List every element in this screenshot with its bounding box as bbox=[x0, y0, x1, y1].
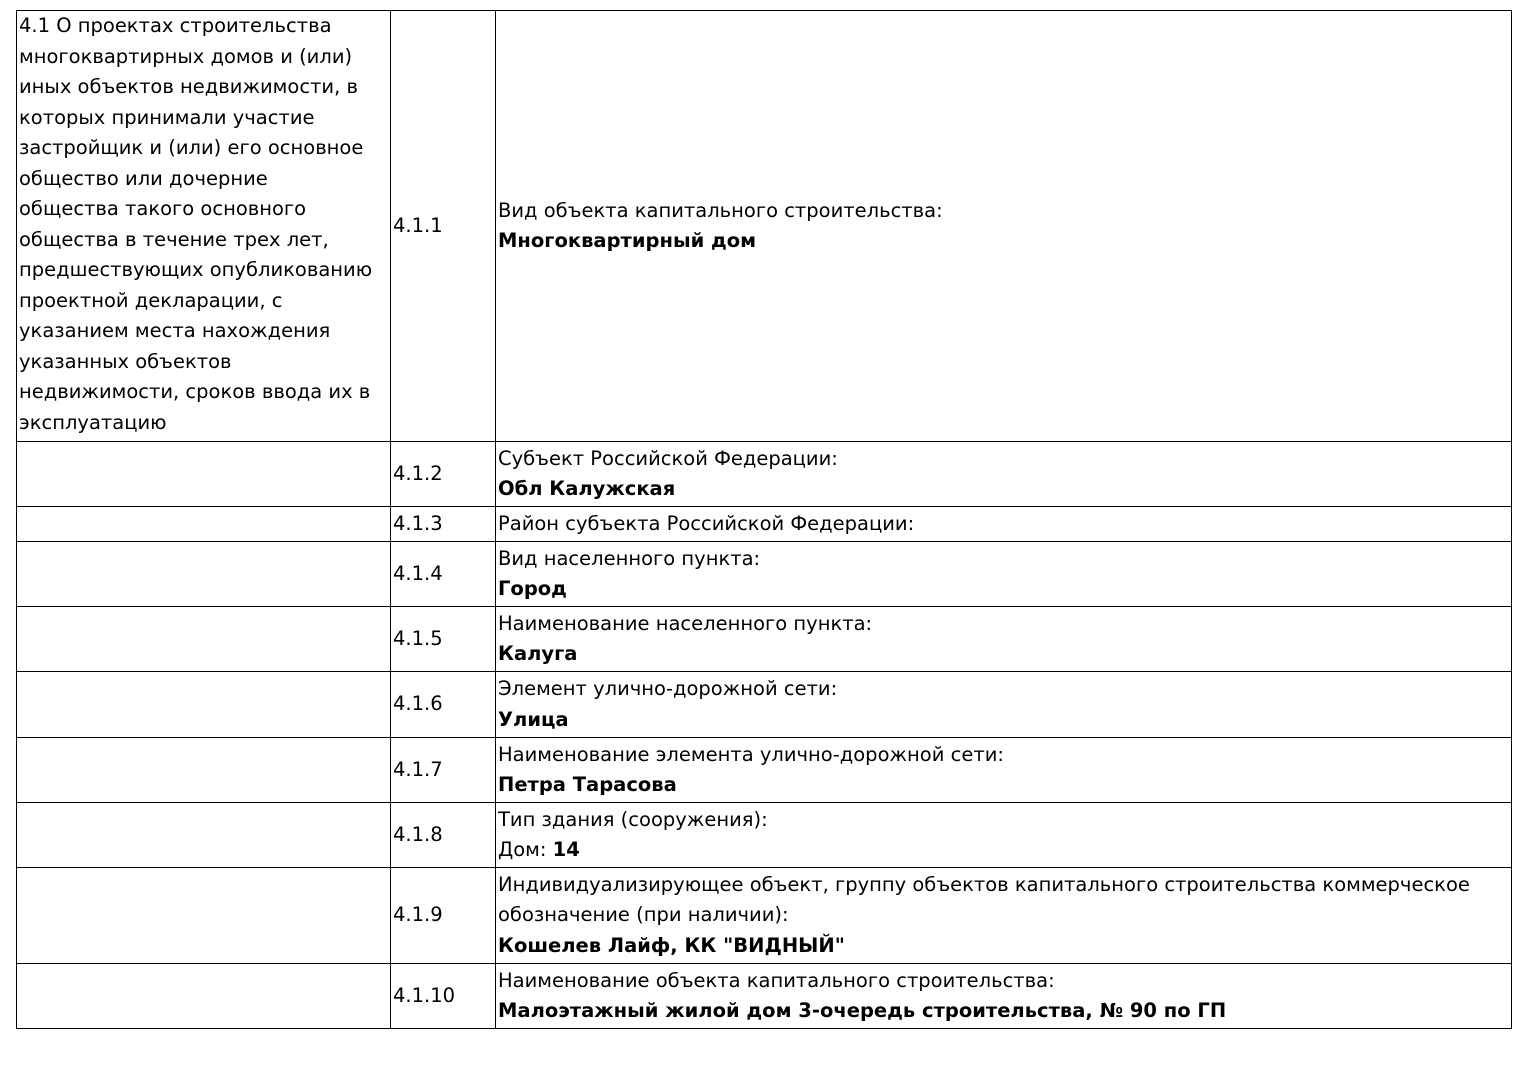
item-number: 4.1.7 bbox=[390, 737, 496, 803]
section-title-line: 4.1 О проектах строительства bbox=[19, 14, 332, 37]
item-value: Обл Калужская bbox=[498, 477, 676, 500]
item-value-line: Петра Тарасова bbox=[498, 770, 1511, 801]
item-number: 4.1.4 bbox=[390, 541, 496, 607]
table-row: 4.1.10 Наименование объекта капитального … bbox=[16, 963, 1512, 1029]
item-number: 4.1.9 bbox=[390, 867, 496, 964]
section-title-line: которых принимали участие bbox=[19, 105, 315, 129]
item-content: Тип здания (сооружения): Дом: 14 bbox=[495, 802, 1512, 868]
item-value-line: Дом: 14 bbox=[498, 835, 1511, 866]
item-label: Вид населенного пункта: bbox=[498, 546, 761, 570]
section-title-line: общества такого основного bbox=[19, 197, 307, 220]
item-label: Наименование элемента улично-дорожной се… bbox=[498, 742, 1004, 766]
item-content: Наименование населенного пункта: Калуга bbox=[495, 606, 1512, 672]
table-row: 4.1.9 Индивидуализирующее объект, группу … bbox=[16, 867, 1512, 964]
item-label: Наименование объекта капитального строит… bbox=[498, 968, 1055, 992]
empty-cell bbox=[16, 867, 391, 964]
item-label: Район субъекта Российской Федерации: bbox=[498, 511, 915, 535]
section-title-line: предшествующих опубликованию bbox=[19, 258, 373, 281]
item-number: 4.1.5 bbox=[390, 606, 496, 672]
item-label: Субъект Российской Федерации: bbox=[498, 446, 838, 470]
item-number: 4.1.2 bbox=[390, 441, 496, 507]
item-number: 4.1.6 bbox=[390, 671, 496, 738]
empty-cell bbox=[16, 671, 391, 738]
section-title-line: указанием места нахождения bbox=[19, 319, 331, 342]
table-row: 4.1 О проектах строительства многоквартир… bbox=[16, 10, 1512, 442]
item-content: Наименование объекта капитального строит… bbox=[495, 963, 1512, 1029]
section-title-line: застройщик и (или) его основное bbox=[19, 136, 364, 159]
item-value: Улица bbox=[498, 707, 569, 731]
table-row: 4.1.2 Субъект Российской Федерации: Обл Ка… bbox=[16, 441, 1512, 507]
empty-cell bbox=[16, 541, 391, 607]
item-value: Кошелев Лайф, КК "ВИДНЫЙ" bbox=[498, 933, 845, 957]
item-content: Наименование элемента улично-дорожной се… bbox=[495, 737, 1512, 803]
table-row: 4.1.4 Вид населенного пункта: Город bbox=[16, 541, 1512, 607]
project-info-table: 4.1 О проектах строительства многоквартир… bbox=[16, 10, 1512, 1029]
item-value: Многоквартирный дом bbox=[498, 229, 757, 252]
item-label: обозначение (при наличии): bbox=[498, 903, 789, 927]
item-content: Субъект Российской Федерации: Обл Калужск… bbox=[495, 441, 1512, 507]
item-value: Петра Тарасова bbox=[498, 773, 677, 796]
item-value-line: Город bbox=[498, 574, 1511, 605]
item-label: Вид объекта капитального строительства: bbox=[498, 198, 943, 222]
item-value-line: Кошелев Лайф, КК "ВИДНЫЙ" bbox=[498, 931, 1511, 962]
section-title-line: проектной декларации, с bbox=[19, 288, 283, 312]
table-row: 4.1.7 Наименование элемента улично-дорожн… bbox=[16, 737, 1512, 803]
item-value: 14 bbox=[552, 838, 580, 861]
empty-cell bbox=[16, 506, 391, 542]
item-number: 4.1.3 bbox=[390, 506, 496, 542]
table-row: 4.1.3 Район субъекта Российской Федерации… bbox=[16, 506, 1512, 542]
section-title-line: общество или дочерние bbox=[19, 166, 268, 190]
item-label: Индивидуализирующее объект, группу объек… bbox=[498, 872, 1470, 896]
section-title-cell: 4.1 О проектах строительства многоквартир… bbox=[16, 10, 391, 442]
empty-cell bbox=[16, 802, 391, 868]
empty-cell bbox=[16, 606, 391, 672]
item-number: 4.1.8 bbox=[390, 802, 496, 868]
item-label: Наименование населенного пункта: bbox=[498, 611, 873, 635]
item-value-line: Обл Калужская bbox=[498, 474, 1511, 505]
empty-cell bbox=[16, 737, 391, 803]
item-value-line: Малоэтажный жилой дом 3-очередь строител… bbox=[498, 996, 1511, 1027]
item-content: Вид населенного пункта: Город bbox=[495, 541, 1512, 607]
item-content: Элемент улично-дорожной сети: Улица bbox=[495, 671, 1512, 738]
item-content: Вид объекта капитального строительства: М… bbox=[495, 10, 1512, 442]
item-value-line: Многоквартирный дом bbox=[498, 226, 1511, 257]
item-value: Калуга bbox=[498, 642, 578, 665]
item-number: 4.1.10 bbox=[390, 963, 496, 1029]
section-title-line: иных объектов недвижимости, в bbox=[19, 75, 358, 98]
section-title-line: общества в течение трех лет, bbox=[19, 227, 329, 251]
item-value: Город bbox=[498, 577, 567, 600]
item-number: 4.1.1 bbox=[390, 10, 496, 442]
empty-cell bbox=[16, 441, 391, 507]
empty-cell bbox=[16, 963, 391, 1029]
item-label: Тип здания (сооружения): bbox=[498, 807, 768, 831]
item-content: Индивидуализирующее объект, группу объек… bbox=[495, 867, 1512, 964]
table-row: 4.1.8 Тип здания (сооружения): Дом: 14 bbox=[16, 802, 1512, 868]
table-row: 4.1.5 Наименование населенного пункта: Кал… bbox=[16, 606, 1512, 672]
section-title-line: эксплуатацию bbox=[19, 410, 167, 434]
item-label: Элемент улично-дорожной сети: bbox=[498, 677, 838, 700]
item-content: Район субъекта Российской Федерации: bbox=[495, 506, 1512, 542]
item-value-prefix: Дом: bbox=[498, 838, 553, 861]
table-row: 4.1.6 Элемент улично-дорожной сети: Улица bbox=[16, 671, 1512, 738]
section-title-line: недвижимости, сроков ввода их в bbox=[19, 380, 371, 403]
section-title-line: многоквартирных домов и (или) bbox=[19, 44, 353, 68]
section-title-line: указанных объектов bbox=[19, 349, 232, 373]
item-value-line: Улица bbox=[498, 705, 1511, 736]
item-value: Малоэтажный жилой дом 3-очередь строител… bbox=[498, 999, 1227, 1022]
item-value-line: Калуга bbox=[498, 639, 1511, 670]
